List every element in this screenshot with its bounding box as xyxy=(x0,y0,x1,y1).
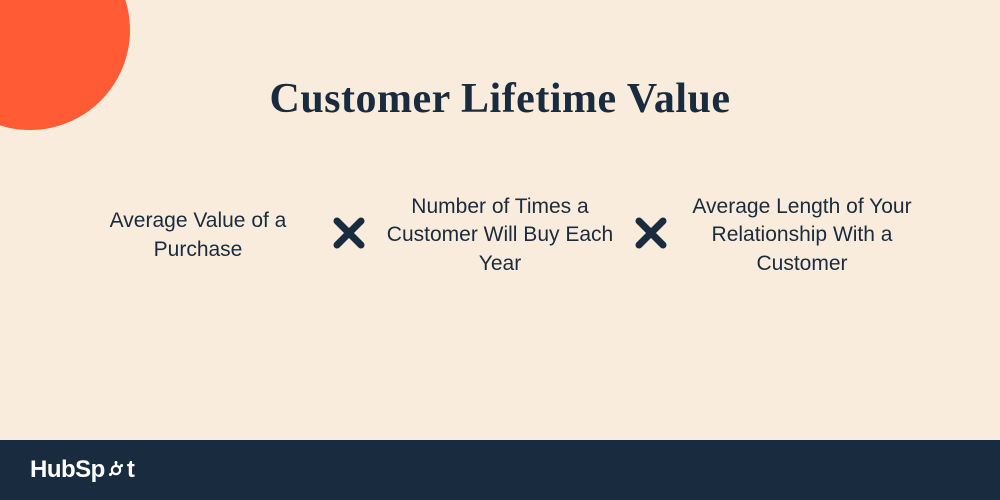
logo-text-part-2: t xyxy=(127,456,135,484)
content-area: Customer Lifetime Value Average Value of… xyxy=(0,0,1000,440)
footer-bar: HubSp t xyxy=(0,440,1000,500)
formula-row: Average Value of a Purchase Number of Ti… xyxy=(0,193,1000,278)
sprocket-icon xyxy=(107,461,125,479)
formula-term-1: Average Value of a Purchase xyxy=(83,207,313,264)
formula-term-2: Number of Times a Customer Will Buy Each… xyxy=(385,193,615,278)
multiply-icon xyxy=(633,215,669,256)
multiply-icon xyxy=(331,215,367,256)
formula-term-3: Average Length of Your Relationship With… xyxy=(687,193,917,278)
logo-text-part-1: HubSp xyxy=(30,456,105,484)
infographic-canvas: Customer Lifetime Value Average Value of… xyxy=(0,0,1000,500)
hubspot-logo: HubSp t xyxy=(30,456,134,484)
page-title: Customer Lifetime Value xyxy=(269,75,730,123)
